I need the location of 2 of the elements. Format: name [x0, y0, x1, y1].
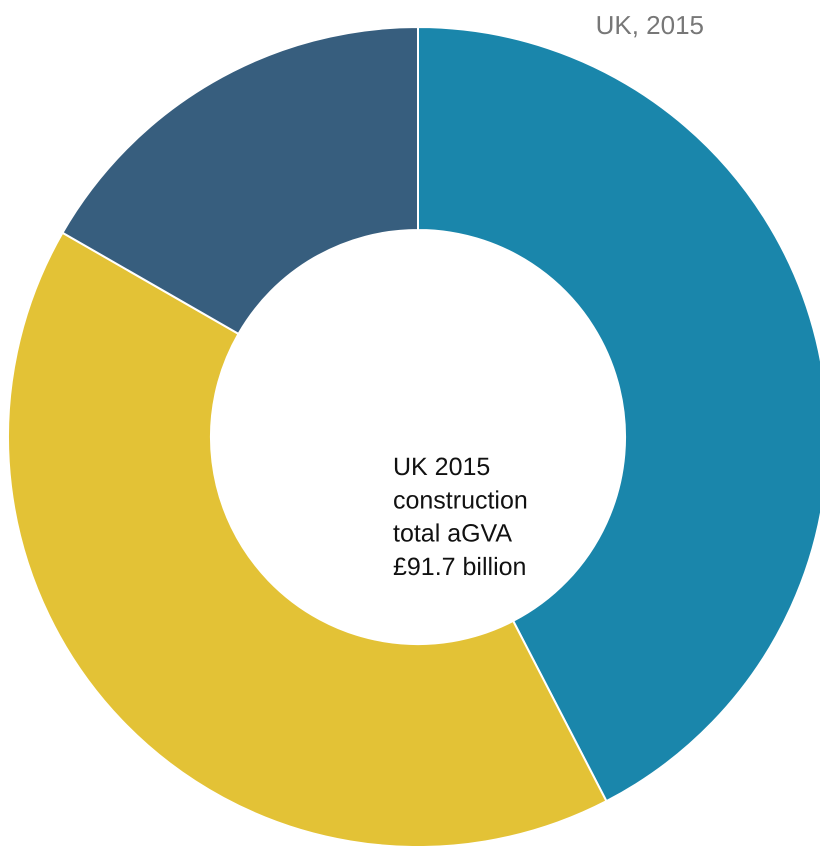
text: UK 2015 construction total aGVA £91.7 billion: [393, 453, 528, 581]
chart-title: UK, 2015: [596, 10, 704, 40]
